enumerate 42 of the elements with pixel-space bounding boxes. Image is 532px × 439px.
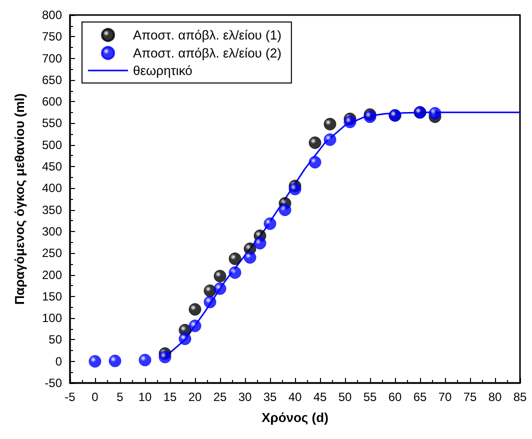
- x-tick-label: 70: [438, 390, 452, 404]
- legend-label: Αποστ. απόβλ. ελ/είου (1): [133, 28, 282, 42]
- x-tick-label: 40: [288, 390, 302, 404]
- legend-label: Αποστ. απόβλ. ελ/είου (2): [133, 46, 282, 60]
- y-tick-label: 350: [42, 202, 62, 217]
- y-tick-label: 250: [42, 246, 62, 260]
- y-tick-label: 700: [42, 51, 62, 66]
- x-tick-label: 25: [213, 390, 227, 404]
- y-tick-label: 500: [42, 138, 62, 152]
- x-tick-label: 10: [138, 390, 152, 404]
- x-tick-label: 75: [463, 390, 477, 404]
- x-tick-label: 30: [238, 390, 252, 404]
- x-tick-label: 15: [163, 390, 177, 404]
- y-axis-title: Παραγόμενος όγκος μεθανίου (ml): [12, 93, 27, 305]
- y-tick-label: 400: [42, 181, 62, 196]
- y-tick-label: 300: [42, 224, 62, 238]
- x-axis-title: Χρόνος (d): [262, 410, 328, 425]
- y-tick-label: 650: [42, 72, 62, 87]
- x-tick-label: 35: [263, 390, 277, 404]
- y-tick-label: 0: [55, 354, 62, 368]
- x-tick-label: 0: [92, 390, 99, 404]
- y-tick-label: 50: [48, 332, 62, 347]
- x-tick-label: 55: [363, 390, 377, 404]
- x-tick-label: -5: [64, 390, 76, 404]
- x-tick-label: 50: [338, 390, 352, 404]
- y-tick-label: 150: [42, 289, 62, 304]
- y-tick-label: 450: [42, 160, 62, 174]
- x-tick-label: 65: [413, 390, 427, 404]
- x-tick-label: 45: [313, 390, 327, 404]
- x-tick-label: 85: [513, 390, 527, 404]
- y-tick-label: -50: [44, 376, 62, 390]
- y-tick-label: 200: [42, 268, 62, 282]
- legend-label: θεωρητικό: [133, 63, 192, 78]
- y-tick-label: 750: [42, 30, 62, 44]
- x-tick-label: 20: [188, 390, 202, 404]
- y-tick-label: 800: [42, 8, 62, 22]
- y-tick-label: 100: [42, 311, 62, 326]
- x-tick-label: 80: [488, 390, 502, 404]
- y-tick-label: 550: [42, 116, 62, 130]
- x-tick-label: 60: [388, 390, 402, 404]
- y-tick-label: 600: [42, 94, 62, 109]
- x-tick-label: 5: [116, 390, 124, 404]
